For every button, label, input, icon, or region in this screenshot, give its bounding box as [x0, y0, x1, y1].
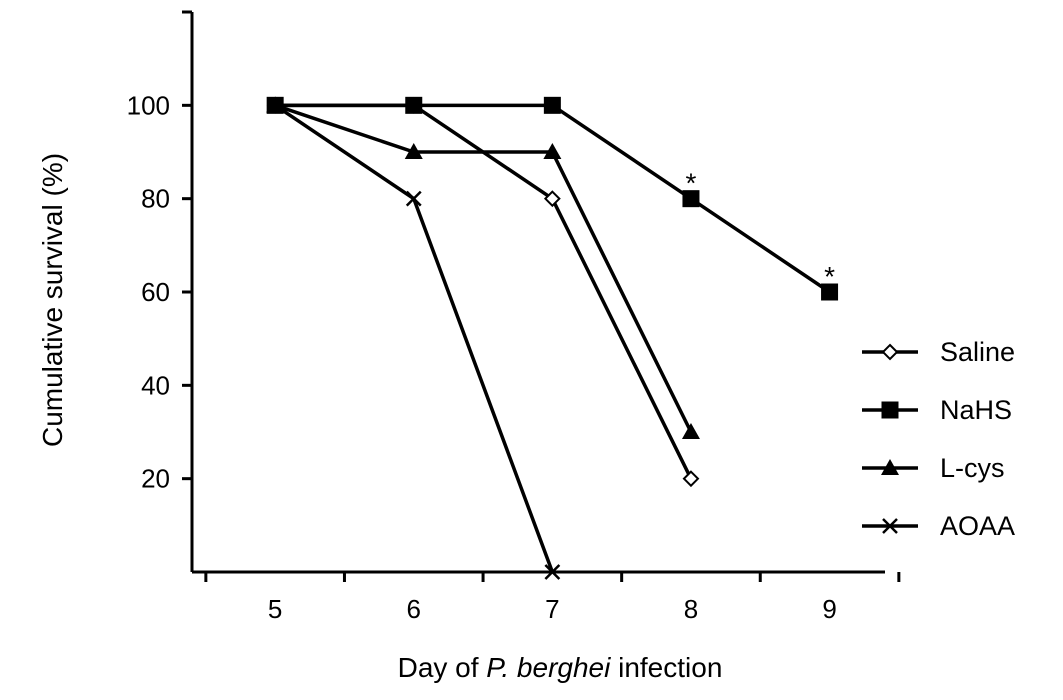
- data-point-nahs: [682, 190, 700, 208]
- legend: Saline NaHS L-cys AOAA: [862, 337, 1015, 541]
- x-tick-label: 7: [545, 594, 559, 624]
- data-point-l-cys: [543, 143, 562, 159]
- significance-marker: *: [686, 168, 697, 199]
- y-tick-label: 40: [141, 370, 170, 400]
- legend-marker-saline: [881, 343, 899, 361]
- data-point-l-cys: [681, 423, 700, 439]
- x-axis-label-after: infection: [610, 652, 722, 683]
- y-tick-label: 60: [141, 277, 170, 307]
- legend-marker-nahs: [881, 401, 899, 419]
- x-tick-label: 8: [684, 594, 698, 624]
- y-tick-label: 80: [141, 184, 170, 214]
- series-aoaa: [267, 97, 561, 580]
- x-tick-label: 5: [268, 594, 282, 624]
- series-line-aoaa: [274, 103, 555, 573]
- x-tick-label: 9: [822, 594, 836, 624]
- x-axis-label-italic: P. berghei: [486, 652, 611, 683]
- legend-item-l-cys: L-cys: [862, 453, 1005, 483]
- legend-label: NaHS: [940, 395, 1012, 425]
- annotations: **: [686, 168, 836, 292]
- legend-marker-l-cys: [881, 459, 899, 475]
- series-line-saline: [275, 103, 693, 480]
- legend-item-saline: Saline: [862, 337, 1015, 367]
- data-point-nahs: [405, 96, 423, 114]
- legend-label: AOAA: [940, 511, 1015, 541]
- data-point-aoaa: [405, 190, 422, 207]
- legend-item-aoaa: AOAA: [862, 511, 1015, 541]
- axes: 20 40 60 80 100 5 6 7 8 9: [127, 10, 901, 624]
- data-point-saline: [682, 470, 700, 488]
- data-point-aoaa: [267, 97, 284, 114]
- legend-marker-aoaa: [882, 518, 898, 534]
- y-tick-label: 100: [127, 90, 170, 120]
- significance-marker: *: [824, 261, 835, 292]
- series-group: [266, 96, 839, 580]
- y-axis-label: Cumulative survival (%): [37, 153, 68, 447]
- series-line-l-cys: [274, 103, 693, 433]
- data-point-l-cys: [404, 143, 423, 159]
- data-point-saline: [543, 190, 561, 208]
- x-axis-label-before: Day of: [398, 652, 487, 683]
- data-point-nahs: [543, 96, 561, 114]
- y-tick-label: 20: [141, 464, 170, 494]
- x-tick-label: 6: [407, 594, 421, 624]
- legend-label: Saline: [940, 337, 1015, 367]
- data-point-aoaa: [544, 564, 561, 580]
- legend-label: L-cys: [940, 453, 1005, 483]
- x-axis-label: Day of P. berghei infection: [398, 652, 723, 683]
- legend-item-nahs: NaHS: [862, 395, 1012, 425]
- series-saline: [266, 96, 700, 488]
- data-point-nahs: [821, 283, 839, 301]
